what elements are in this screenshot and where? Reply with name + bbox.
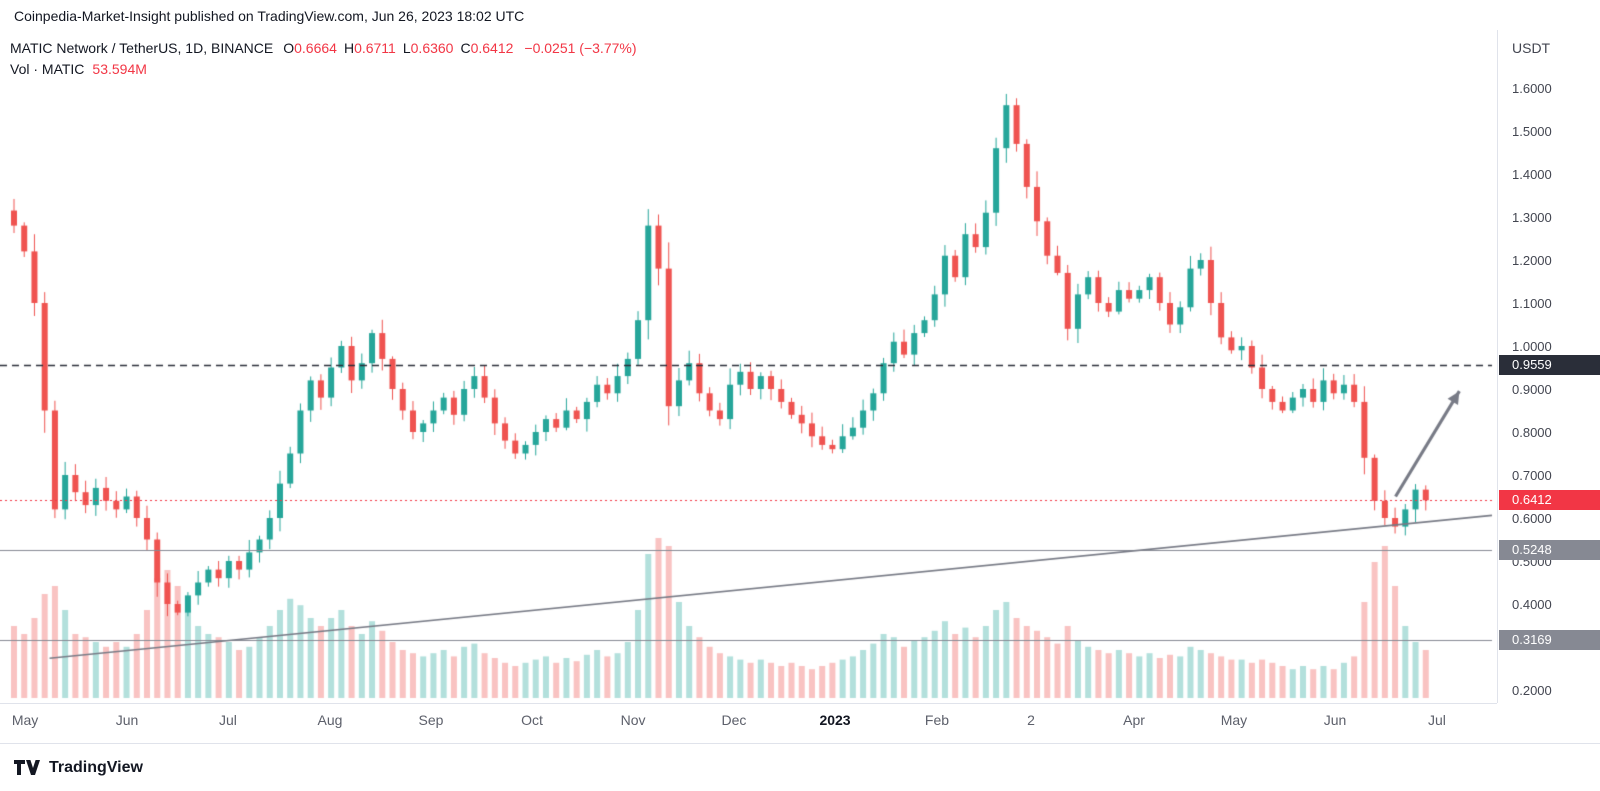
close-value: 0.6412 (470, 40, 514, 56)
price-tick: 0.2000 (1512, 682, 1552, 698)
time-axis-label: Aug (317, 712, 343, 728)
time-axis-label: Apr (1123, 712, 1145, 728)
low-value: 0.6360 (410, 40, 454, 56)
footer-bar: TradingView (0, 743, 1600, 791)
price-level-badge: 0.5248 (1499, 540, 1600, 561)
price-tick: 1.2000 (1512, 252, 1552, 268)
price-tick: 1.3000 (1512, 209, 1552, 225)
chart-area: MATIC Network / TetherUS, 1D, BINANCE O0.… (0, 30, 1600, 744)
price-level-badge: 0.6412 (1499, 490, 1600, 511)
attribution-bar: Coinpedia-Market-Insight published on Tr… (0, 0, 1600, 30)
price-level-badge: 0.3169 (1499, 629, 1600, 650)
low-label: L (402, 40, 411, 56)
volume-label[interactable]: Vol · MATIC (10, 61, 85, 77)
time-axis-label: May (1220, 712, 1248, 728)
price-chart-canvas[interactable] (0, 30, 1497, 703)
price-tick: 0.7000 (1512, 467, 1552, 483)
price-tick: 1.1000 (1512, 295, 1552, 311)
time-axis-label: May (11, 712, 39, 728)
price-tick: 0.4000 (1512, 596, 1552, 612)
time-axis-label: Dec (721, 712, 747, 728)
tradingview-brand-text: TradingView (49, 758, 143, 776)
close-label: C (460, 40, 471, 56)
symbol-title[interactable]: MATIC Network / TetherUS, 1D, BINANCE (10, 40, 274, 56)
price-tick: 0.8000 (1512, 424, 1552, 440)
time-axis-label: Feb (924, 712, 950, 728)
high-value: 0.6711 (354, 40, 396, 56)
volume-value: 53.594M (92, 61, 147, 77)
price-level-badge: 0.9559 (1499, 354, 1600, 375)
time-axis[interactable]: May Jun Jul Aug Sep Oct Nov Dec 2023 Feb 2 Apr May Ju… (0, 703, 1497, 744)
tradingview-logo-icon (14, 760, 41, 775)
time-axis-label: Jun (115, 712, 139, 728)
attribution-text: Coinpedia-Market-Insight published on Tr… (14, 8, 525, 24)
high-label: H (343, 40, 355, 56)
price-tick: 0.6000 (1512, 510, 1552, 526)
time-axis-label: Jul (218, 712, 237, 728)
price-tick: 1.5000 (1512, 123, 1552, 139)
time-axis-label: 2 (1027, 712, 1035, 728)
price-tick: 1.4000 (1512, 166, 1552, 182)
price-tick: 1.0000 (1512, 338, 1552, 354)
time-axis-label: Sep (418, 712, 444, 728)
scale-currency-label: USDT (1512, 40, 1551, 56)
time-axis-label: Oct (521, 712, 543, 728)
time-axis-label: Jul (1427, 712, 1446, 728)
change-value: −0.0251 (−3.77%) (524, 40, 637, 56)
price-tick: 0.9000 (1512, 381, 1552, 397)
chart-legend: MATIC Network / TetherUS, 1D, BINANCE O0.… (10, 38, 637, 80)
price-scale[interactable]: USDT 1.6000 1.5000 1.4000 1.3000 1.2000 1.100… (1497, 30, 1600, 703)
time-axis-label: 2023 (819, 712, 851, 728)
time-axis-label: Nov (620, 712, 646, 728)
tradingview-brand-link[interactable]: TradingView (14, 759, 143, 777)
time-axis-label: Jun (1323, 712, 1347, 728)
price-tick: 1.6000 (1512, 80, 1552, 96)
open-value: 0.6664 (294, 40, 337, 56)
open-label: O (283, 40, 295, 56)
